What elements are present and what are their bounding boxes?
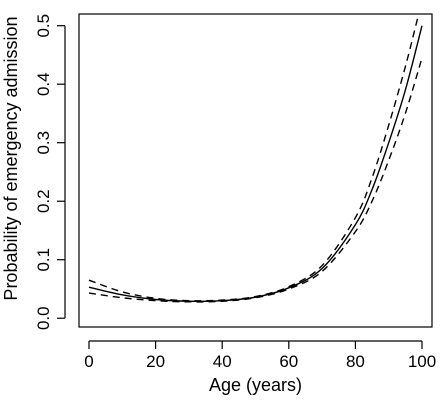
plot-area-frame: [78, 13, 433, 328]
x-tick-label: 80: [346, 352, 365, 371]
y-tick-label: 0.4: [34, 72, 53, 96]
estimate-line: [88, 25, 423, 303]
y-tick-label: 0.5: [34, 14, 53, 38]
x-tick-label: 20: [146, 352, 165, 371]
y-axis-title: Probability of emergency admission: [1, 16, 21, 300]
y-tick-label: 0.1: [34, 248, 53, 272]
series-layer: [88, 14, 423, 303]
x-tick-label: 40: [213, 352, 232, 371]
y-axis: 0.0 0.1 0.2 0.3 0.4 0.5: [34, 14, 66, 330]
y-tick-label: 0.3: [34, 131, 53, 155]
y-tick-label: 0.2: [34, 189, 53, 213]
x-tick-label: 60: [279, 352, 298, 371]
x-axis-title: Age (years): [209, 375, 302, 395]
confidence-band-line-2: [88, 57, 423, 303]
y-tick-label: 0.0: [34, 306, 53, 330]
confidence-band-line-1: [88, 14, 420, 302]
x-tick-label: 0: [84, 352, 93, 371]
x-axis: 0 20 40 60 80 100: [84, 340, 436, 371]
x-tick-label: 100: [408, 352, 436, 371]
